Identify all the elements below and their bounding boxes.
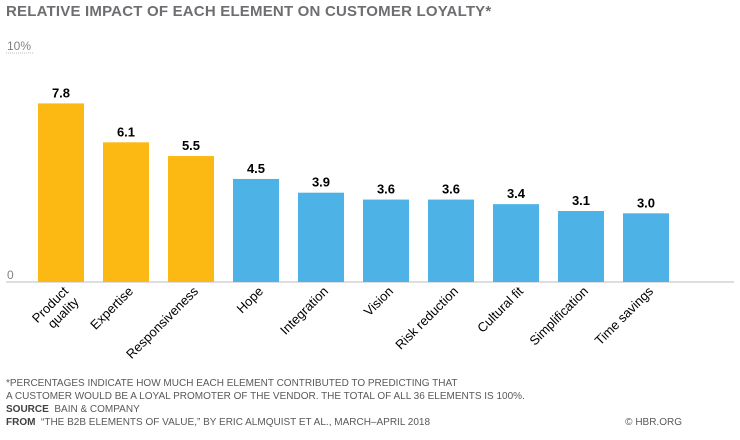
bar-3 <box>233 178 279 282</box>
value-label-0: 7.8 <box>52 85 70 100</box>
value-label-1: 6.1 <box>117 124 135 139</box>
value-label-4: 3.9 <box>312 175 330 190</box>
category-label-4: Integration <box>277 284 331 338</box>
value-label-9: 3.0 <box>637 195 655 210</box>
ytick-zero: 0 <box>7 268 14 282</box>
source-label: SOURCE <box>6 404 49 415</box>
bar-9 <box>623 213 669 282</box>
chart-title: RELATIVE IMPACT OF EACH ELEMENT ON CUSTO… <box>6 3 492 20</box>
from-text: “THE B2B ELEMENTS OF VALUE,” BY ERIC ALM… <box>41 417 431 428</box>
ytick-top: 10% <box>7 39 31 53</box>
category-label-0: Productquality <box>29 283 82 336</box>
bar-2 <box>168 156 214 282</box>
value-label-2: 5.5 <box>182 138 200 153</box>
copyright: © HBR.ORG <box>625 417 682 428</box>
bar-7 <box>493 204 539 282</box>
footnote-line2: A CUSTOMER WOULD BE A LOYAL PROMOTER OF … <box>6 391 525 402</box>
category-label-9: Time savings <box>592 283 657 348</box>
source-text: BAIN & COMPANY <box>54 404 140 415</box>
bar-1 <box>103 142 149 282</box>
category-label-8: Simplification <box>526 284 591 349</box>
value-label-8: 3.1 <box>572 193 590 208</box>
category-label-5: Vision <box>361 284 396 319</box>
value-label-5: 3.6 <box>377 182 395 197</box>
bar-4 <box>298 192 344 282</box>
bar-5 <box>363 199 409 282</box>
category-label-6: Risk reduction <box>392 284 461 353</box>
bar-8 <box>558 211 604 282</box>
value-label-3: 4.5 <box>247 161 265 176</box>
category-label-1: Expertise <box>87 284 136 333</box>
category-label-3: Hope <box>234 284 267 317</box>
from-label: FROM <box>6 417 36 428</box>
value-label-6: 3.6 <box>442 182 460 197</box>
bar-0 <box>38 103 84 282</box>
bar-6 <box>428 199 474 282</box>
value-label-7: 3.4 <box>507 186 526 201</box>
category-label-7: Cultural fit <box>474 283 526 335</box>
footnote-line1: *PERCENTAGES INDICATE HOW MUCH EACH ELEM… <box>6 378 458 389</box>
